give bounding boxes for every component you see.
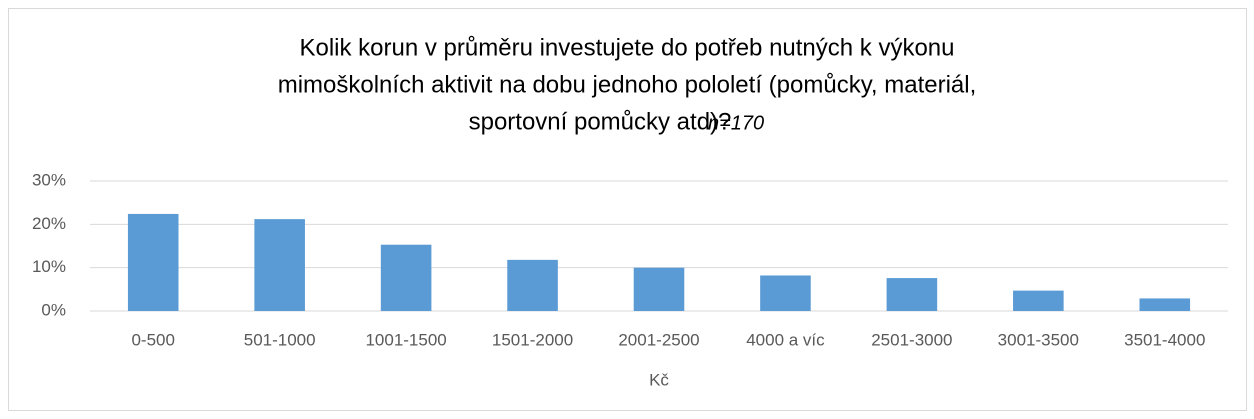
x-tick-label: 1001-1500	[365, 330, 446, 349]
bar	[507, 259, 558, 311]
bar	[760, 275, 811, 311]
bar	[1139, 298, 1191, 311]
y-tick-label: 0%	[41, 300, 66, 319]
chart-title: Kolik korun v průměru investujete do pot…	[299, 34, 954, 61]
chart-frame	[8, 8, 1247, 411]
bar	[886, 278, 938, 311]
chart-title: mimoškolních aktivit na dobu jednoho pol…	[278, 71, 977, 98]
x-tick-label: 1501-2000	[492, 330, 573, 349]
x-tick-label: 3001-3500	[998, 330, 1079, 349]
bar	[380, 244, 432, 311]
bar	[633, 267, 685, 311]
x-tick-label: 3501-4000	[1124, 330, 1205, 349]
x-tick-label: 4000 a víc	[746, 330, 825, 349]
y-tick-label: 30%	[32, 170, 66, 189]
x-tick-label: 2501-3000	[871, 330, 952, 349]
bar	[127, 213, 179, 311]
bar	[1013, 290, 1064, 311]
x-tick-label: 2001-2500	[618, 330, 699, 349]
bar	[254, 219, 305, 311]
y-tick-label: 20%	[32, 214, 66, 233]
x-axis-label: Kč	[649, 370, 669, 389]
chart-title: sportovní pomůcky atd)?	[469, 108, 732, 135]
sample-note: n=170	[708, 112, 764, 134]
x-tick-label: 0-500	[131, 330, 174, 349]
y-tick-label: 10%	[32, 257, 66, 276]
x-tick-label: 501-1000	[244, 330, 316, 349]
